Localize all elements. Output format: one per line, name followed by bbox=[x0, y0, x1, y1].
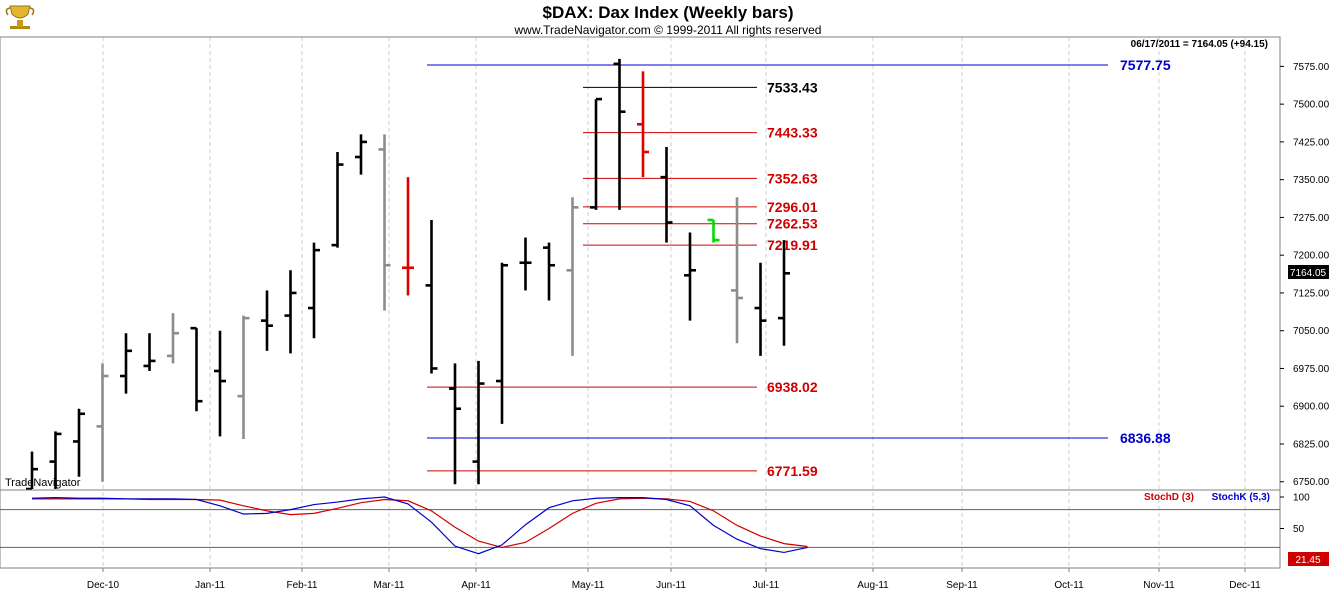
time-axis: Dec-10 Jan-11 Feb-11 Mar-11 Apr-11 May-11 Jun-… bbox=[87, 568, 1261, 591]
ohlc-bar bbox=[308, 242, 320, 339]
stoch-last-badge: 21.45 bbox=[1288, 552, 1329, 566]
ohlc-bar bbox=[660, 146, 673, 243]
level-label: 7577.75 bbox=[1120, 57, 1171, 73]
ohlc-bar bbox=[472, 360, 485, 485]
x-tick-label: Dec-10 bbox=[87, 580, 120, 591]
ohlc-bar bbox=[566, 197, 579, 356]
x-tick-label: Oct-11 bbox=[1054, 580, 1084, 591]
ohlc-bar bbox=[331, 151, 344, 248]
x-tick-label: Apr-11 bbox=[461, 580, 491, 591]
y-tick-label: 7125.00 bbox=[1293, 288, 1330, 299]
ohlc-bar bbox=[167, 313, 179, 364]
ohlc-bar bbox=[378, 134, 391, 311]
ohlc-bar bbox=[519, 237, 532, 291]
level-label: 7352.63 bbox=[767, 170, 818, 186]
ohlc-bar bbox=[684, 232, 696, 321]
x-tick-label: Dec-11 bbox=[1229, 580, 1261, 591]
ohlc-bar bbox=[120, 333, 132, 394]
trophy-icon bbox=[5, 5, 35, 29]
ohlc-bar bbox=[613, 58, 626, 210]
y-tick-label: 6825.00 bbox=[1293, 439, 1330, 450]
ohlc-bar bbox=[707, 218, 720, 243]
price-bars bbox=[26, 58, 790, 491]
ohlc-bar bbox=[449, 363, 461, 485]
price-axis: 7575.00 7500.00 7425.00 7350.00 7275.00 7200.… bbox=[1280, 62, 1330, 488]
level-label: 7262.53 bbox=[767, 216, 818, 232]
last-quote-readout: 06/17/2011 = 7164.05 (+94.15) bbox=[1131, 39, 1268, 50]
ohlc-bar bbox=[425, 219, 438, 374]
ohlc-bar bbox=[402, 177, 414, 296]
ohlc-bar bbox=[237, 315, 250, 439]
y-tick-label: 6975.00 bbox=[1293, 364, 1330, 375]
x-tick-label: Jun-11 bbox=[656, 580, 686, 591]
level-label: 6938.02 bbox=[767, 379, 818, 395]
stoch-tick-label: 50 bbox=[1293, 524, 1305, 535]
ohlc-bar bbox=[754, 262, 767, 356]
legend-stochd: StochD (3) bbox=[1144, 492, 1194, 503]
ohlc-bar bbox=[73, 408, 85, 477]
ohlc-bar bbox=[96, 363, 109, 482]
ohlc-bar bbox=[590, 97, 602, 210]
last-price-label: 7164.05 bbox=[1290, 268, 1327, 279]
ohlc-bar bbox=[731, 197, 743, 344]
ohlc-bar bbox=[143, 333, 156, 371]
ohlc-bar bbox=[214, 330, 226, 437]
stochd-line bbox=[32, 497, 808, 549]
ohlc-bar bbox=[778, 240, 790, 346]
stochastic-panel: 100 50 bbox=[0, 493, 1310, 555]
ohlc-bar bbox=[26, 451, 38, 491]
level-label: 7296.01 bbox=[767, 199, 818, 215]
ohlc-bar bbox=[637, 71, 649, 178]
level-label: 7219.91 bbox=[767, 237, 818, 253]
level-label: 6771.59 bbox=[767, 463, 818, 479]
level-label: 6836.88 bbox=[1120, 430, 1171, 446]
level-label: 7533.43 bbox=[767, 79, 818, 95]
y-tick-label: 7200.00 bbox=[1293, 251, 1330, 262]
y-tick-label: 7500.00 bbox=[1293, 100, 1330, 111]
y-tick-label: 7425.00 bbox=[1293, 137, 1330, 148]
ohlc-bar bbox=[496, 262, 508, 424]
x-tick-label: Sep-11 bbox=[946, 580, 978, 591]
y-tick-label: 6750.00 bbox=[1293, 477, 1330, 488]
y-tick-label: 7275.00 bbox=[1293, 213, 1330, 224]
y-tick-label: 6900.00 bbox=[1293, 402, 1330, 413]
ohlc-bar bbox=[261, 290, 273, 351]
x-tick-label: Jan-11 bbox=[195, 580, 225, 591]
ohlc-bar bbox=[284, 270, 297, 354]
ohlc-bar bbox=[190, 326, 203, 412]
ohlc-bar bbox=[543, 242, 555, 301]
brand-watermark: TradeNavigator bbox=[5, 477, 81, 489]
y-tick-label: 7575.00 bbox=[1293, 62, 1330, 73]
copyright-notice: www.TradeNavigator.com © 1999-2011 All r… bbox=[514, 23, 822, 37]
chart-title: $DAX: Dax Index (Weekly bars) bbox=[543, 3, 794, 22]
stochk-line bbox=[31, 496, 808, 555]
x-tick-label: Feb-11 bbox=[287, 580, 318, 591]
y-tick-label: 7050.00 bbox=[1293, 326, 1330, 337]
x-tick-label: Mar-11 bbox=[374, 580, 405, 591]
last-price-badge: 7164.05 bbox=[1288, 265, 1329, 279]
ohlc-bar bbox=[355, 134, 367, 175]
x-tick-label: Jul-11 bbox=[753, 580, 780, 591]
x-tick-label: Aug-11 bbox=[857, 580, 889, 591]
y-tick-label: 7350.00 bbox=[1293, 175, 1330, 186]
ohlc-bar bbox=[49, 431, 62, 489]
x-tick-label: May-11 bbox=[572, 580, 605, 591]
x-tick-label: Nov-11 bbox=[1143, 580, 1175, 591]
level-label: 7443.33 bbox=[767, 125, 818, 141]
retracement-levels: 7577.75 7533.43 7443.33 7352.63 7296.017262.… bbox=[427, 57, 1171, 479]
stoch-tick-label: 100 bbox=[1293, 493, 1310, 504]
legend-stochk: StochK (5,3) bbox=[1212, 492, 1270, 503]
stoch-last-value: 21.45 bbox=[1295, 555, 1320, 566]
